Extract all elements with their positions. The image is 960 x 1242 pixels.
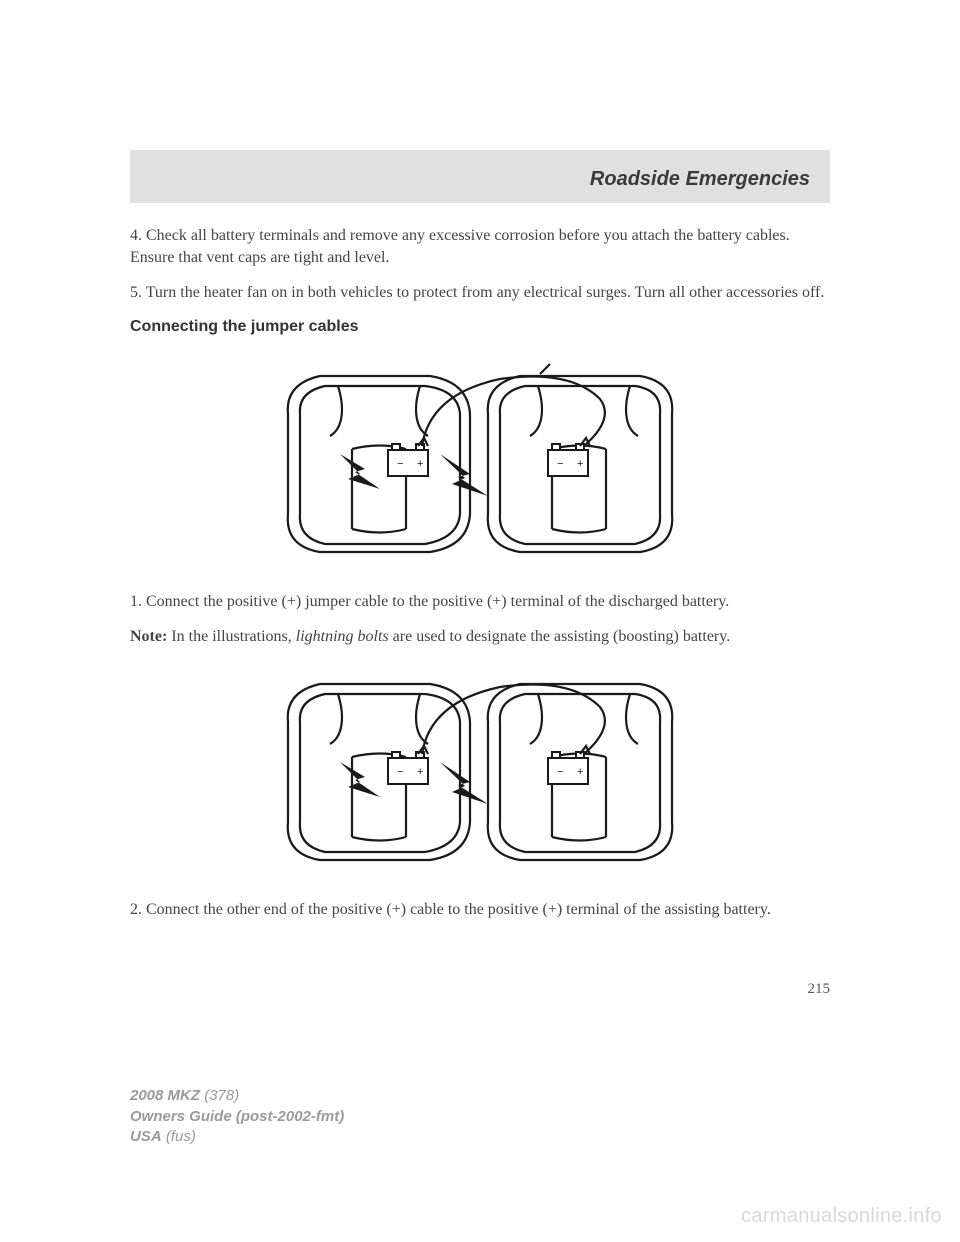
step-5-text: 5. Turn the heater fan on in both vehicl…	[130, 282, 830, 304]
note-italic: lightning bolts	[296, 628, 389, 645]
page-number: 215	[130, 981, 830, 998]
svg-text:+: +	[417, 766, 423, 778]
note-text: Note: In the illustrations, lightning bo…	[130, 626, 830, 648]
note-part-a: In the illustrations,	[167, 628, 295, 645]
footer-block: 2008 MKZ (378) Owners Guide (post-2002-f…	[130, 1086, 344, 1147]
step-2-text: 2. Connect the other end of the positive…	[130, 899, 830, 921]
subsection-heading: Connecting the jumper cables	[130, 318, 830, 336]
step-1-text: 1. Connect the positive (+) jumper cable…	[130, 591, 830, 613]
footer-guide: Owners Guide (post-2002-fmt)	[130, 1107, 344, 1127]
jumper-diagram-2: − + − +	[130, 662, 830, 877]
footer-usa-bold: USA	[130, 1128, 162, 1145]
footer-model: 2008 MKZ (378)	[130, 1086, 344, 1106]
diagram-svg-2: − + − +	[270, 662, 690, 872]
svg-text:−: −	[557, 766, 563, 778]
section-title: Roadside Emergencies	[590, 168, 810, 190]
svg-text:−: −	[397, 458, 403, 470]
diagram-svg-1: − + − +	[270, 354, 690, 564]
watermark: carmanualsonline.info	[741, 1205, 942, 1228]
footer-usa-code: (fus)	[162, 1128, 196, 1145]
footer-model-code: (378)	[200, 1087, 239, 1104]
note-part-b: are used to designate the assisting (boo…	[389, 628, 731, 645]
footer-usa: USA (fus)	[130, 1127, 344, 1147]
svg-text:+: +	[577, 766, 583, 778]
svg-text:+: +	[577, 458, 583, 470]
page-content: Roadside Emergencies 4. Check all batter…	[0, 0, 960, 998]
footer-model-bold: 2008 MKZ	[130, 1087, 200, 1104]
section-header: Roadside Emergencies	[130, 150, 830, 203]
step-4-text: 4. Check all battery terminals and remov…	[130, 225, 830, 268]
note-label: Note:	[130, 628, 167, 645]
jumper-diagram-1: − + − +	[130, 354, 830, 569]
svg-text:−: −	[397, 766, 403, 778]
svg-text:+: +	[417, 458, 423, 470]
svg-text:−: −	[557, 458, 563, 470]
